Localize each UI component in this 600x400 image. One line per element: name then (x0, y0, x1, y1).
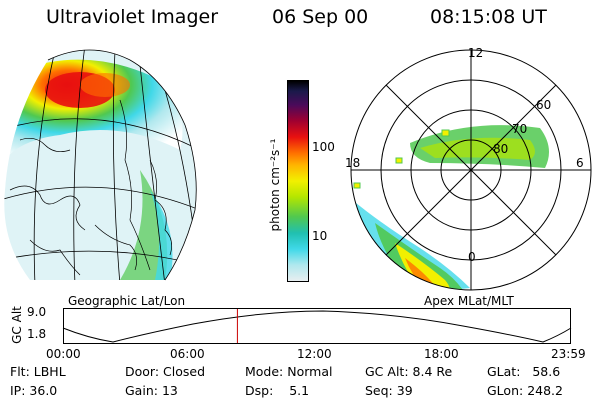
polar-map-label: Apex MLat/MLT (424, 294, 514, 308)
glon-status: GLon: 248.2 (487, 383, 563, 398)
altitude-tick-low: 1.8 (27, 327, 47, 341)
time-tick-1: 06:00 (170, 347, 205, 361)
ip-status: IP: 36.0 (10, 383, 58, 398)
date-label: 06 Sep 00 (272, 6, 369, 28)
time-tick-3: 18:00 (424, 347, 459, 361)
dsp-status: Dsp: 5.1 (245, 383, 310, 398)
glat-status: GLat: 58.6 (487, 364, 561, 379)
colorbar (287, 80, 309, 282)
time-label: 08:15:08 UT (430, 6, 547, 28)
seq-status: Seq: 39 (365, 383, 413, 398)
altitude-y-label: GC Alt (10, 306, 24, 344)
colorbar-tick-100: 100 (312, 140, 335, 154)
colorbar-tick-10: 10 (312, 229, 328, 243)
time-tick-0: 00:00 (46, 347, 81, 361)
mlt-label-0: 0 (468, 250, 476, 264)
lat-label-60: 60 (536, 98, 552, 112)
gc-alt-status: GC Alt: 8.4 Re (365, 364, 453, 379)
mode-status: Mode: Normal (245, 364, 333, 379)
time-tick-2: 12:00 (297, 347, 332, 361)
lat-label-80: 80 (493, 142, 509, 156)
door-status: Door: Closed (125, 364, 206, 379)
altitude-tick-high: 9.0 (27, 305, 47, 319)
mlt-label-18: 18 (345, 156, 361, 170)
time-tick-4: 23:59 (551, 347, 586, 361)
mlt-label-12: 12 (468, 46, 484, 60)
mlt-label-6: 6 (576, 156, 584, 170)
gain-status: Gain: 13 (125, 383, 178, 398)
instrument-title: Ultraviolet Imager (46, 6, 219, 28)
polar-plot (350, 49, 592, 291)
geographic-map (4, 49, 197, 281)
geographic-map-label: Geographic Lat/Lon (68, 294, 186, 308)
lat-label-70: 70 (512, 122, 528, 136)
colorbar-unit-label: photon cm⁻²s⁻¹ (268, 138, 282, 232)
altitude-plot (62, 308, 572, 344)
filter-status: Flt: LBHL (10, 364, 66, 379)
